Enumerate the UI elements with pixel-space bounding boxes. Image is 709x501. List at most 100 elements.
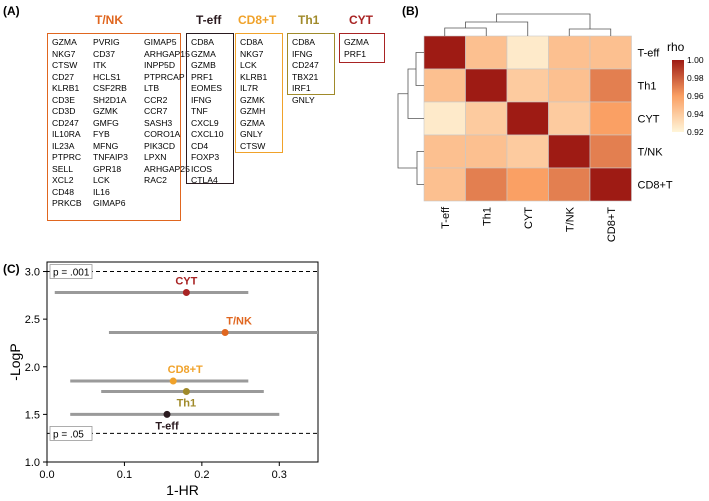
x-tick-label: 0.3 [272,469,287,481]
data-point [182,288,190,296]
gene-name: GZMB [191,60,216,70]
gene-name: ARHGAP15 [144,48,190,59]
colorbar-tick: 1.00 [687,55,704,65]
gene-set-box-th1: CD8A IFNG CD247 TBX21 IRF1 GNLY [287,33,335,105]
row-dendrogram [397,52,424,185]
gene-set-title-cd8-t: CD8+T [238,13,277,27]
gene-set-title-cyt: CYT [349,13,373,27]
gene-name: FYB [93,129,110,139]
reference-label-box [49,264,93,279]
gene-column: GIMAP5 ARHGAP15 INPP5D PTPRCAP LTB CCR2 CCR7 SA… [144,37,190,187]
gene-name: RAC2 [144,175,167,185]
colorbar-title: rho [667,40,685,54]
gene-name: TNF [191,106,208,116]
gene-name: CTLA4 [191,175,218,185]
colorbar-tick: 0.98 [687,73,704,83]
x-tick-label: 0.0 [39,469,54,481]
gene-set-box-t-nk: GZMA NKG7 CTSW CD27 KLRB1 CD3E CD3D CD247 IL10RA… [47,33,190,221]
gene-name: LPXN [144,152,167,162]
gene-set-title-t-nk: T/NK [95,13,123,27]
gene-name: CD37 [93,48,115,59]
heatmap-cell [465,134,508,169]
gene-name: GZMK [93,106,118,116]
gene-name: IL16 [93,186,110,197]
gene-name: NKG7 [52,48,76,59]
heatmap-cell [465,101,508,136]
gene-name: IRF1 [292,83,311,93]
gene-set-box-cd8-t: CD8A NKG7 LCK KLRB1 IL7R GZMK GZMH GZMA GNLY CTSW [235,33,283,153]
data-point-label: Th1 [177,398,197,410]
gene-name: FOXP3 [191,152,220,162]
data-point-label: CD8+T [168,364,203,376]
gene-name: KLRB1 [240,71,268,82]
gene-column: GZMA NKG7 CTSW CD27 KLRB1 CD3E CD3D CD247 IL10RA… [52,37,82,210]
gene-name: PIK3CD [144,140,176,151]
gene-name: IFNG [292,48,313,59]
dendrogram-branch [496,13,591,29]
gene-name: IL7R [240,83,259,93]
gene-name: GZMA [344,37,369,47]
heatmap-cell [589,167,632,202]
gene-name: LCK [240,60,257,70]
gene-name: TNFAIP3 [93,152,128,162]
y-tick-label: 2.0 [25,362,40,374]
colorbar-tick: 0.96 [687,91,704,101]
gene-name: PRKCB [52,198,82,208]
gene-name: ITK [93,60,107,70]
x-tick-label: 0.1 [117,469,132,481]
gene-name: GZMA [52,37,77,47]
gene-name: GIMAP6 [93,198,126,208]
gene-name: INPP5D [144,60,176,70]
heatmap-col-label: CD8+T [606,207,618,242]
gene-name: TBX21 [292,71,319,82]
reference-label-box [49,426,93,441]
panel-c-label: (C) [3,262,20,276]
gene-column: CD8A NKG7 LCK KLRB1 IL7R GZMK GZMH GZMA GNLY CTSW [240,37,267,152]
heatmap-row-label: T-eff [638,48,661,60]
gene-name: PRF1 [344,48,366,59]
gene-name: CD8A [240,37,263,47]
gene-name: GNLY [240,129,263,139]
gene-name: HCLS1 [93,71,121,82]
gene-name: LCK [93,175,110,185]
panel-b-label: (B) [402,4,419,18]
gene-name: CORO1A [144,129,181,139]
data-point [169,377,177,385]
heatmap-cell [423,68,466,103]
colorbar-tick: 0.94 [687,109,704,119]
gene-column: CD8A GZMA GZMB PRF1 EOMES IFNG TNF CXCL9 CXCL10 C… [191,37,223,187]
colorbar-tick: 0.92 [687,127,704,137]
heatmap-cell [589,68,632,103]
gene-set-box-cyt: GZMA PRF1 [339,33,385,63]
gene-name: GZMA [240,117,265,128]
heatmap-row-label: CD8+T [638,180,673,192]
gene-name: CD4 [191,140,209,151]
gene-name: CXCL9 [191,117,219,128]
col-dendrogram [444,13,612,36]
heatmap-cell [465,35,508,70]
gene-name: IL10RA [52,129,81,139]
heatmap-row-label: T/NK [638,147,664,159]
gene-set-box-t-eff: CD8A GZMA GZMB PRF1 EOMES IFNG TNF CXCL9 CXCL10 C… [186,33,234,187]
gene-name: IFNG [191,94,212,105]
gene-name: SH2D1A [93,94,127,105]
heatmap-col-label: T/NK [564,206,576,232]
gene-name: CD8A [191,37,214,47]
heatmap-cell [465,167,508,202]
gene-name: IL23A [52,140,75,151]
gene-name: GZMH [240,106,266,116]
heatmap-cell [465,68,508,103]
gene-name: PRF1 [191,71,213,82]
gene-name: CD27 [52,71,74,82]
reference-label: p = .05 [53,429,84,440]
gene-column: PVRIG CD37 ITK HCLS1 CSF2RB SH2D1A GZMK GMFG FYB… [93,37,128,210]
y-tick-label: 2.5 [25,314,40,326]
gene-name: CD247 [292,60,319,70]
gene-name: CD247 [52,117,79,128]
heatmap-col-label: Th1 [481,207,493,226]
gene-name: CD8A [292,37,315,47]
gene-name: PTPRCAP [144,71,185,82]
dendrogram-branch [397,93,417,169]
y-tick-label: 1.5 [25,409,40,421]
gene-name: GMFG [93,117,119,128]
